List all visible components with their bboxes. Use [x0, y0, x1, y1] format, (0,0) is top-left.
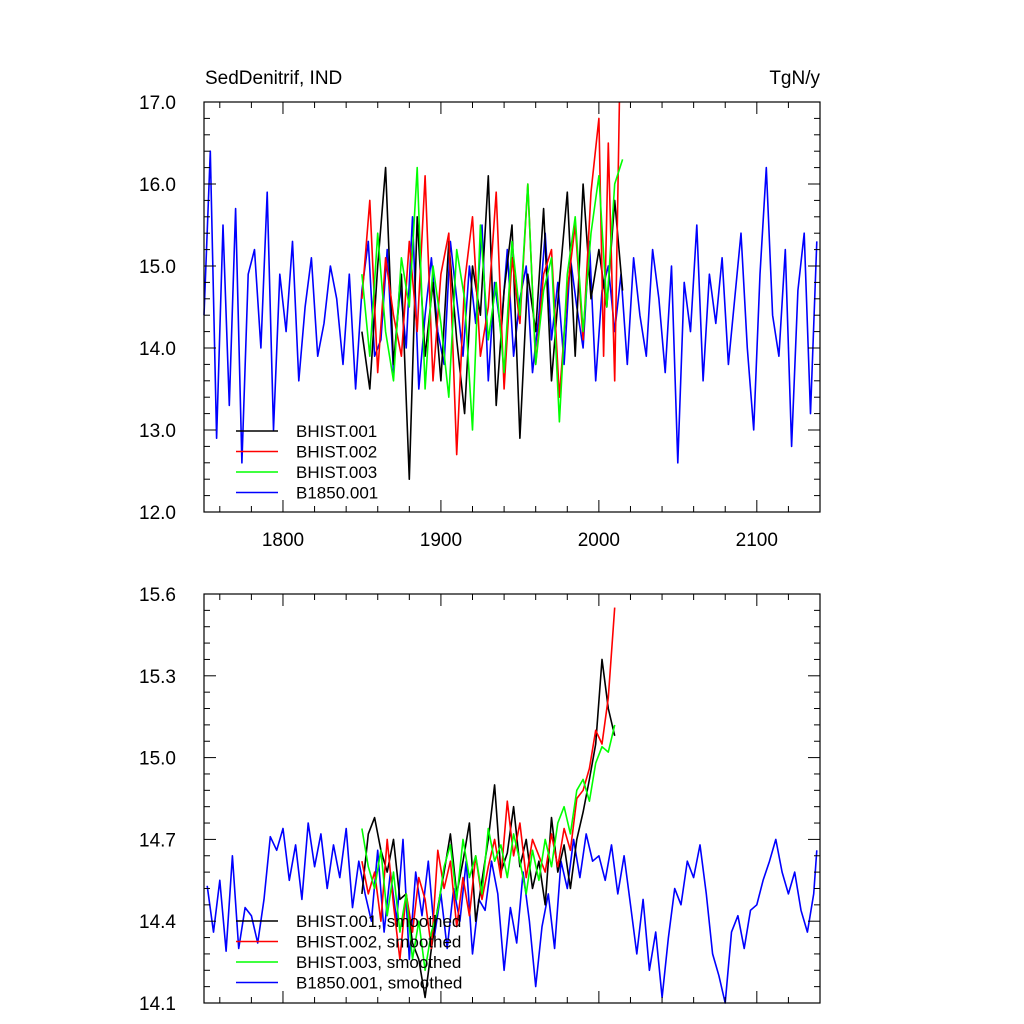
x-tick-label: 1900: [420, 530, 462, 551]
legend-label: BHIST.002: [296, 443, 377, 462]
y-tick-label: 14.1: [139, 994, 176, 1015]
legend-label: BHIST.003: [296, 463, 377, 482]
y-tick-label: 15.6: [139, 585, 176, 606]
top-chart-axes: 12.0 13.0 14.0 15.0 16.0 17.0 1800 1900 2000 2100: [139, 93, 821, 551]
y-tick-label: 16.0: [139, 175, 176, 196]
y-tick-label: 14.7: [139, 830, 176, 851]
y-tick-label: 13.0: [139, 421, 176, 442]
legend-label: BHIST.001, smoothed: [296, 912, 461, 931]
x-tick-label: 2000: [578, 530, 620, 551]
series-line-bhist-003: [361, 159, 624, 431]
legend-label: BHIST.003, smoothed: [296, 953, 461, 972]
series-line-bhist-002-smoothed: [361, 607, 616, 961]
x-tick-label: 2100: [736, 530, 778, 551]
series-line-bhist-003-smoothed: [361, 724, 616, 972]
top-chart-panel: SedDenitrif, IND TgN/y 12.013.014.015.01…: [139, 68, 821, 551]
x-tick-label: 1800: [262, 530, 304, 551]
y-tick-label: 15.0: [139, 749, 176, 770]
legend-label: BHIST.001: [296, 422, 377, 441]
bottom-chart-legend: BHIST.001, smoothed BHIST.002, smoothedBH…: [236, 912, 462, 993]
y-tick-label: 15.0: [139, 257, 176, 278]
legend-label: BHIST.002, smoothed: [296, 933, 461, 952]
series-line-b1850-001: [203, 150, 818, 464]
legend-label: B1850.001: [296, 484, 378, 503]
y-tick-label: 17.0: [139, 93, 176, 114]
bottom-chart-series: [206, 607, 818, 1004]
y-tick-label: 14.0: [139, 339, 176, 360]
y-tick-label: 15.3: [139, 667, 176, 688]
top-chart-series: [203, 101, 818, 481]
bottom-chart-axes: 14.1 14.4 14.7 15.0 15.3 15.6: [139, 585, 821, 1015]
chart-units: TgN/y: [769, 68, 820, 89]
plot-frame: [203, 101, 821, 513]
series-line-b1850-001-smoothed: [206, 822, 818, 1004]
y-tick-label: 14.4: [139, 912, 176, 933]
chart-title: SedDenitrif, IND: [205, 68, 342, 89]
bottom-chart-panel: 14.1 14.4 14.7 15.0 15.3 15.6 BHIST.001, smoo…: [139, 585, 821, 1015]
y-tick-label: 12.0: [139, 503, 176, 524]
series-line-bhist-001-smoothed: [361, 658, 616, 999]
legend-label: B1850.001, smoothed: [296, 974, 462, 993]
plot-frame: [203, 593, 821, 1004]
